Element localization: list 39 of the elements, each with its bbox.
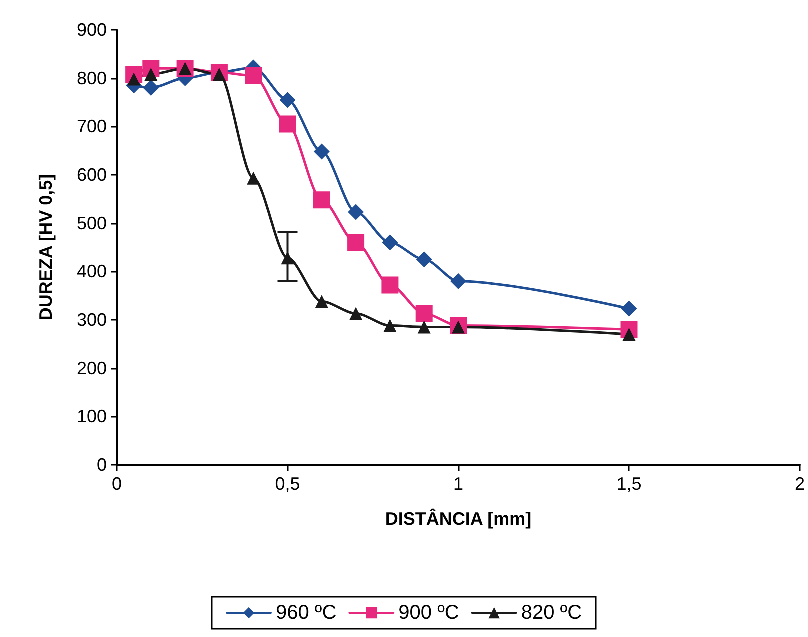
legend-label: 960 ºC [276,602,337,624]
point [418,320,431,334]
point [450,273,466,290]
point [416,305,433,322]
legend-label: 820 ºC [521,602,582,624]
y-axis-title: DUREZA [HV 0,5] [36,174,56,321]
x-tick-label: 1,5 [616,474,642,494]
point [382,234,398,251]
point [384,319,397,332]
x-tick-label: 0,5 [275,474,300,494]
point [621,300,638,317]
y-tick-label: 700 [76,116,107,137]
point [350,307,363,320]
point [315,295,328,308]
point [280,92,296,108]
y-tick-label: 900 [76,20,107,40]
legend-label: 900 ºC [398,602,460,624]
y-tick-label: 800 [76,68,107,88]
x-tick-label: 0 [112,474,122,494]
point [382,276,399,294]
point [279,116,296,133]
y-tick-label: 0 [96,455,107,475]
point [416,252,432,268]
y-tick-label: 600 [76,165,107,185]
point [245,67,262,84]
y-tick-label: 100 [76,406,107,427]
point [314,144,330,160]
x-tick-label: 1 [453,474,464,494]
y-tick-label: 400 [76,262,107,282]
point [143,80,160,96]
y-tick-label: 300 [76,310,107,330]
y-tick-label: 500 [76,213,107,234]
point [313,192,330,209]
point [247,172,260,185]
point [348,234,365,252]
y-tick-label: 200 [76,358,107,378]
point [348,204,364,220]
x-tick-label: 2 [794,474,805,494]
x-axis-title: DISTÂNCIA [mm] [385,508,532,529]
